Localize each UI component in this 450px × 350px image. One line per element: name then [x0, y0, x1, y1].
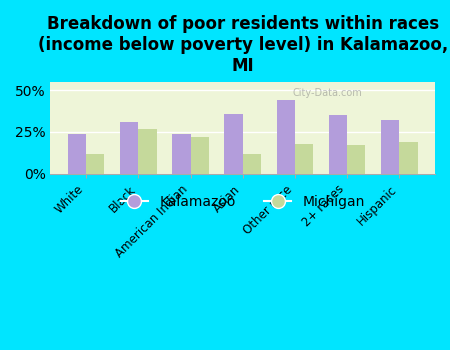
- Text: City-Data.com: City-Data.com: [292, 88, 362, 98]
- Bar: [277, 100, 295, 174]
- Bar: [190, 137, 209, 174]
- Bar: [225, 113, 243, 174]
- Bar: [86, 154, 104, 174]
- Bar: [68, 134, 86, 174]
- Bar: [329, 115, 347, 174]
- Bar: [347, 145, 365, 174]
- Legend: Kalamazoo, Michigan: Kalamazoo, Michigan: [115, 190, 370, 215]
- Bar: [120, 122, 139, 174]
- Title: Breakdown of poor residents within races
(income below poverty level) in Kalamaz: Breakdown of poor residents within races…: [38, 15, 448, 75]
- Bar: [172, 134, 190, 174]
- Bar: [381, 120, 399, 174]
- Bar: [139, 128, 157, 174]
- Bar: [295, 144, 313, 174]
- Bar: [243, 154, 261, 174]
- Bar: [399, 142, 418, 174]
